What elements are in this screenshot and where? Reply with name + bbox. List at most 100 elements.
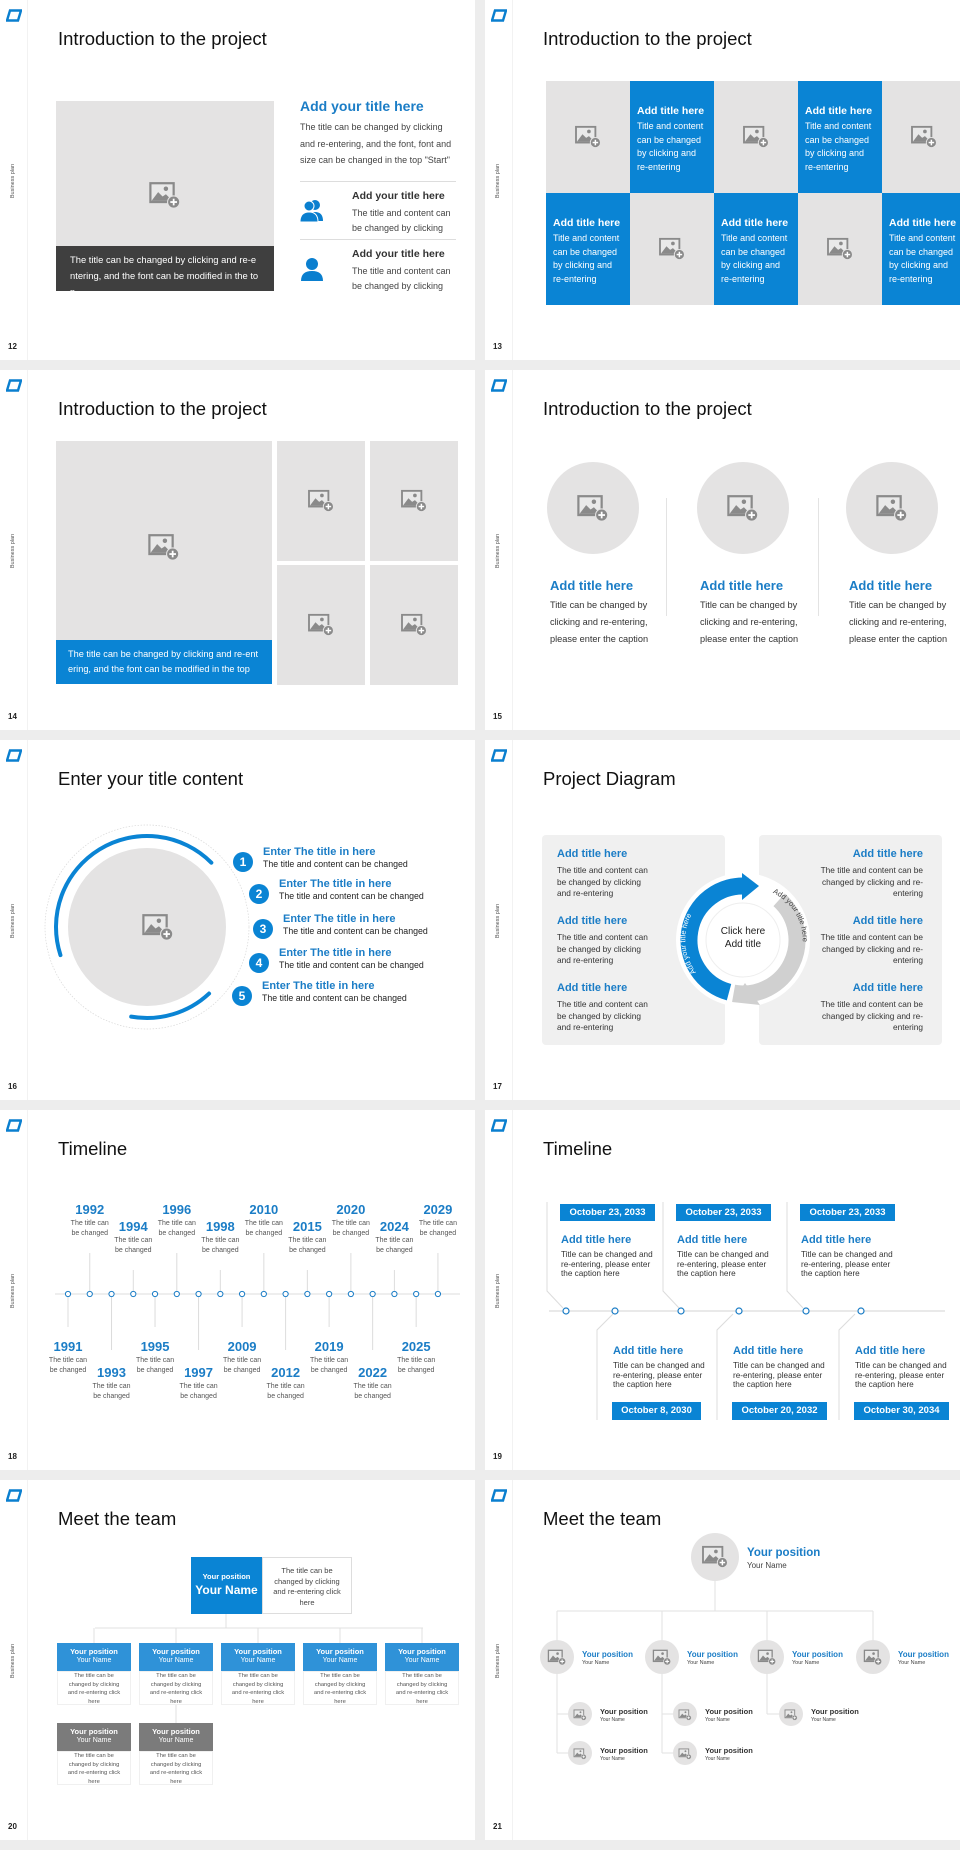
divider (300, 181, 456, 182)
page-number: 15 (493, 712, 502, 721)
member-photo[interactable] (750, 1640, 784, 1674)
page-number: 18 (8, 1452, 17, 1461)
left-item-body: The title and content can be changed by … (557, 865, 648, 899)
image-tile[interactable] (546, 81, 630, 193)
image-placeholder[interactable] (277, 565, 365, 685)
slide-21[interactable]: Business plan 21 Meet the team Your positio… (485, 1480, 960, 1840)
member-photo[interactable] (673, 1702, 697, 1726)
sidebar-divider (27, 0, 28, 360)
slide-16[interactable]: Business plan 16 Enter your title content 1… (0, 740, 475, 1100)
image-placeholder-icon (307, 489, 335, 513)
timeline-node (347, 1290, 354, 1298)
timeline-node (369, 1290, 376, 1298)
image-tile[interactable] (882, 81, 960, 193)
logo-icon (5, 379, 23, 392)
member-position: Your position (234, 1647, 282, 1656)
event-title: Add title here (733, 1345, 804, 1357)
slide-18[interactable]: Business plan 18 Timeline 1991 The title can… (0, 1110, 475, 1470)
item-body: The title and content can be changed (283, 926, 428, 936)
image-placeholder-circle[interactable] (547, 462, 639, 554)
member-card[interactable]: Your position Your Name The title can be c… (139, 1643, 213, 1705)
member-photo[interactable] (568, 1741, 592, 1765)
slide-13[interactable]: Business plan 13 Introduction to the proje… (485, 0, 960, 360)
member-card[interactable]: Your position Your Name The title can be c… (139, 1723, 213, 1785)
center-label-line1[interactable]: Click here (720, 926, 766, 937)
person-name: Your Name (687, 1659, 715, 1666)
tile-title: Add title here (553, 217, 621, 229)
person-position: Your position (687, 1649, 738, 1659)
number-badge: 1 (233, 852, 253, 872)
member-photo[interactable] (568, 1702, 592, 1726)
slide-14[interactable]: Business plan 14 Introduction to the proje… (0, 370, 475, 730)
event-body: Title can be changed and re-entering, pl… (561, 1250, 653, 1279)
member-header: Your position Your Name (385, 1643, 459, 1671)
timeline-node (857, 1307, 865, 1315)
left-item-title: Add title here (557, 915, 628, 927)
event-text: The title can be changed (157, 1220, 196, 1237)
leader-card[interactable]: Your position Your Name (191, 1557, 262, 1614)
logo-icon (490, 9, 508, 22)
sidebar-label: Business plan (10, 163, 16, 199)
left-item-title: Add title here (557, 982, 628, 994)
image-placeholder[interactable] (277, 441, 365, 561)
date-badge: October 23, 2033 (800, 1204, 895, 1221)
event-text: The title can be changed (331, 1220, 370, 1237)
slide-12[interactable]: Business plan 12 Introduction to the proje… (0, 0, 475, 360)
slide-title: Introduction to the project (58, 398, 267, 419)
member-card[interactable]: Your position Your Name The title can be c… (221, 1643, 295, 1705)
member-name: Your Name (322, 1657, 358, 1664)
slide-19[interactable]: Business plan 19 Timeline October 23, 2033 A… (485, 1110, 960, 1470)
member-photo[interactable] (540, 1640, 574, 1674)
right-item-body: The title and content can be changed by … (820, 865, 923, 899)
number-badge: 2 (249, 884, 269, 904)
text-tile: Add title here Title and content can be c… (630, 81, 714, 193)
slide-15[interactable]: Business plan 15 Introduction to the proje… (485, 370, 960, 730)
users-icon (299, 199, 326, 223)
connector-line (716, 1313, 734, 1420)
sidebar-divider (27, 740, 28, 1100)
connector-line (786, 1202, 804, 1309)
member-card[interactable]: Your position Your Name The title can be c… (385, 1643, 459, 1705)
member-photo[interactable] (673, 1741, 697, 1765)
slide-20[interactable]: Business plan 20 Meet the team Your positio… (0, 1480, 475, 1840)
image-placeholder-icon (547, 1649, 567, 1666)
slide-17[interactable]: Business plan 17 Project Diagram Add title … (485, 740, 960, 1100)
timeline-node (434, 1290, 442, 1298)
member-name: Your Name (404, 1657, 440, 1664)
slide-title: Introduction to the project (543, 28, 752, 49)
person-name: Your Name (705, 1755, 730, 1762)
page-number: 21 (493, 1822, 502, 1831)
column-divider (666, 498, 667, 616)
number-badge: 3 (253, 919, 273, 939)
page-number: 19 (493, 1452, 502, 1461)
member-photo[interactable] (856, 1640, 890, 1674)
leader-photo[interactable] (691, 1533, 739, 1581)
column-body: Title can be changed by clicking and re-… (550, 600, 649, 644)
timeline-node (108, 1290, 115, 1298)
member-card[interactable]: Your position Your Name The title can be c… (57, 1723, 131, 1785)
image-placeholder-circle[interactable] (846, 462, 938, 554)
column-body: Title can be changed by clicking and re-… (849, 600, 948, 644)
date-badge: October 30, 2034 (854, 1402, 949, 1420)
member-photo[interactable] (645, 1640, 679, 1674)
image-placeholder-icon (400, 489, 428, 513)
member-card[interactable]: Your position Your Name The title can be c… (57, 1643, 131, 1705)
tile-title: Add title here (805, 105, 873, 117)
event-text: The title can be changed (48, 1357, 88, 1374)
member-card[interactable]: Your position Your Name The title can be c… (303, 1643, 377, 1705)
center-label-line2[interactable]: Add title (724, 939, 762, 950)
event-text: The title can be changed (201, 1237, 240, 1254)
image-placeholder[interactable] (370, 565, 458, 685)
member-position: Your position (398, 1647, 446, 1656)
sidebar-label: Business plan (495, 533, 501, 569)
person-position: Your position (600, 1746, 648, 1756)
member-photo[interactable] (779, 1702, 803, 1726)
outer-ring (44, 824, 250, 1030)
image-placeholder-circle[interactable] (697, 462, 789, 554)
image-tile[interactable] (798, 193, 882, 305)
image-tile[interactable] (714, 81, 798, 193)
image-placeholder[interactable] (370, 441, 458, 561)
page-number: 17 (493, 1082, 502, 1091)
image-tile[interactable] (630, 193, 714, 305)
event-year: 2010 (249, 1202, 279, 1217)
